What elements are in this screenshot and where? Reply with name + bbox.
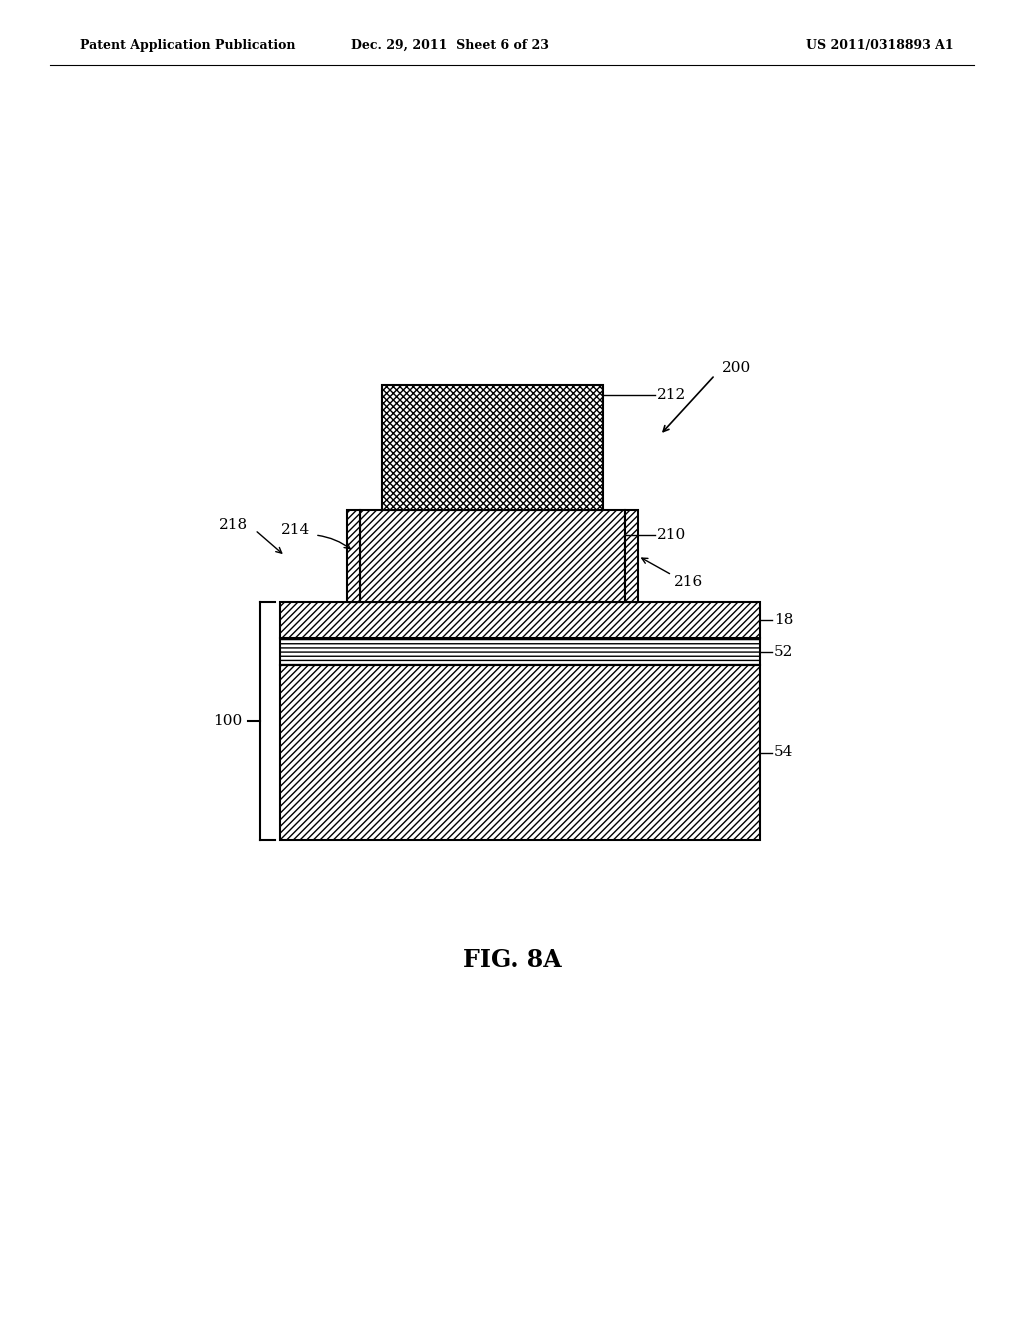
Text: Patent Application Publication: Patent Application Publication (80, 38, 296, 51)
Text: 218: 218 (219, 517, 248, 532)
Text: Dec. 29, 2011  Sheet 6 of 23: Dec. 29, 2011 Sheet 6 of 23 (351, 38, 549, 51)
Text: 200: 200 (722, 360, 752, 375)
Bar (280, 602, 760, 638)
Bar (360, 510, 625, 602)
Bar (280, 638, 760, 665)
Text: FIG. 8A: FIG. 8A (463, 948, 561, 972)
Bar (347, 510, 360, 602)
Text: 18: 18 (774, 612, 794, 627)
Text: 100: 100 (213, 714, 242, 729)
Bar (625, 510, 638, 602)
Text: 210: 210 (657, 528, 686, 543)
Text: 214: 214 (281, 523, 310, 537)
Text: US 2011/0318893 A1: US 2011/0318893 A1 (806, 38, 953, 51)
Text: 212: 212 (657, 388, 686, 403)
Text: 54: 54 (774, 746, 794, 759)
Text: 216: 216 (674, 576, 703, 589)
Text: 52: 52 (774, 644, 794, 659)
Bar (382, 385, 603, 510)
Bar (280, 665, 760, 840)
